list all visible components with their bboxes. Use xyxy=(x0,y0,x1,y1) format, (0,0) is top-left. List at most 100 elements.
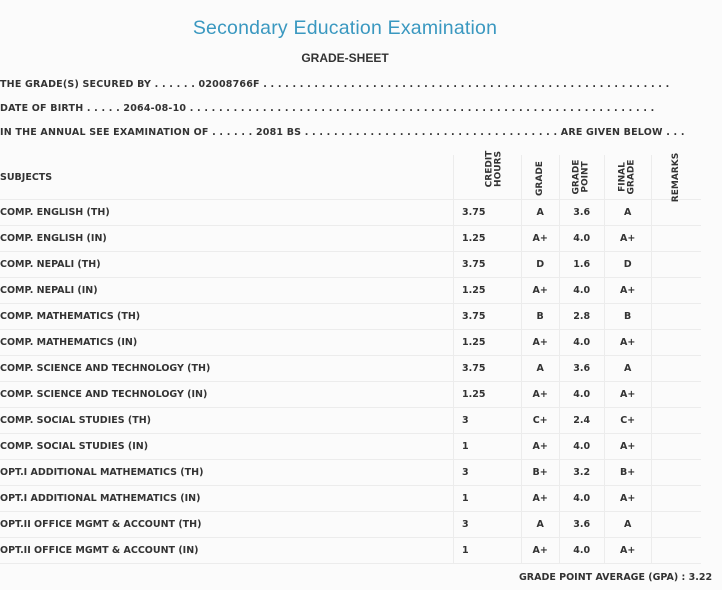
remarks-cell xyxy=(651,355,702,382)
credit-hours-value: 1.25 xyxy=(462,233,486,244)
grade-cell: A xyxy=(521,355,560,382)
table-row: COMP. ENGLISH (IN) 1.25 A+ 4.0 A+ xyxy=(0,225,702,252)
grade-sheet-heading: GRADE-SHEET xyxy=(301,51,389,65)
header-subjects: SUBJECTS xyxy=(0,155,454,200)
credit-hours-value: 3.75 xyxy=(462,311,486,322)
remarks-cell xyxy=(651,303,702,330)
header-remarks: REMARKS xyxy=(651,153,702,202)
credit-hours-value: 3 xyxy=(462,519,469,530)
table-row: OPT.I ADDITIONAL MATHEMATICS (IN) 1 A+ 4.0 A… xyxy=(0,485,702,512)
credit-hours-cell: 3 xyxy=(453,459,522,486)
credit-hours-value: 1 xyxy=(462,441,469,452)
remarks-cell xyxy=(651,459,702,486)
final-grade-cell: A+ xyxy=(604,537,652,564)
credit-hours-cell: 3.75 xyxy=(453,199,522,226)
grade-cell: A+ xyxy=(521,225,560,252)
remarks-cell xyxy=(651,225,702,252)
remarks-cell xyxy=(651,511,702,538)
credit-hours-value: 3 xyxy=(462,415,469,426)
grade-cell: A+ xyxy=(521,433,560,460)
grades-table-header: SUBJECTS CREDIT HOURS GRADE GRADE POINT … xyxy=(0,151,702,202)
exam-line: IN THE ANNUAL SEE EXAMINATION OF . . . .… xyxy=(0,127,685,138)
credit-hours-cell: 1.25 xyxy=(453,381,522,408)
grade-point-cell: 4.0 xyxy=(559,537,605,564)
final-grade-cell: A xyxy=(604,199,652,226)
credit-hours-value: 1 xyxy=(462,493,469,504)
grade-point-cell: 1.6 xyxy=(559,251,605,278)
grade-cell: A xyxy=(521,199,560,226)
credit-hours-cell: 3.75 xyxy=(453,303,522,330)
grade-cell: A+ xyxy=(521,277,560,304)
subject-cell: COMP. SOCIAL STUDIES (IN) xyxy=(0,433,454,460)
final-grade-cell: A xyxy=(604,511,652,538)
grade-point-cell: 4.0 xyxy=(559,433,605,460)
grade-point-cell: 4.0 xyxy=(559,381,605,408)
final-grade-cell: A+ xyxy=(604,433,652,460)
grade-point-cell: 4.0 xyxy=(559,329,605,356)
final-grade-cell: A+ xyxy=(604,381,652,408)
remarks-cell xyxy=(651,199,702,226)
subject-cell: COMP. NEPALI (IN) xyxy=(0,277,454,304)
table-row: COMP. SOCIAL STUDIES (IN) 1 A+ 4.0 A+ xyxy=(0,433,702,460)
final-grade-cell: B xyxy=(604,303,652,330)
header-grade-point: GRADE POINT xyxy=(559,155,605,200)
final-grade-cell: A+ xyxy=(604,485,652,512)
credit-hours-cell: 1 xyxy=(453,433,522,460)
subject-cell: OPT.I ADDITIONAL MATHEMATICS (TH) xyxy=(0,459,454,486)
credit-hours-cell: 1.25 xyxy=(453,329,522,356)
header-grade: GRADE xyxy=(521,155,560,200)
table-row: COMP. NEPALI (IN) 1.25 A+ 4.0 A+ xyxy=(0,277,702,304)
grade-point-cell: 2.4 xyxy=(559,407,605,434)
remarks-cell xyxy=(651,485,702,512)
credit-hours-cell: 1 xyxy=(453,537,522,564)
grade-point-cell: 3.2 xyxy=(559,459,605,486)
exam-title: Secondary Education Examination xyxy=(192,17,498,39)
final-grade-cell: A+ xyxy=(604,277,652,304)
final-grade-cell: A xyxy=(604,355,652,382)
remarks-cell xyxy=(651,381,702,408)
credit-hours-value: 3 xyxy=(462,467,469,478)
credit-hours-cell: 3 xyxy=(453,511,522,538)
grades-table: SUBJECTS CREDIT HOURS GRADE GRADE POINT … xyxy=(0,151,702,564)
table-row: COMP. MATHEMATICS (IN) 1.25 A+ 4.0 A+ xyxy=(0,329,702,356)
credit-hours-value: 3.75 xyxy=(462,207,486,218)
table-row: COMP. SCIENCE AND TECHNOLOGY (TH) 3.75 A 3.… xyxy=(0,355,702,382)
subject-cell: COMP. ENGLISH (IN) xyxy=(0,225,454,252)
subject-cell: COMP. SOCIAL STUDIES (TH) xyxy=(0,407,454,434)
table-row: COMP. SOCIAL STUDIES (TH) 3 C+ 2.4 C+ xyxy=(0,407,702,434)
grade-point-cell: 3.6 xyxy=(559,355,605,382)
credit-hours-value: 1.25 xyxy=(462,389,486,400)
remarks-cell xyxy=(651,537,702,564)
table-row: COMP. NEPALI (TH) 3.75 D 1.6 D xyxy=(0,251,702,278)
credit-hours-cell: 3 xyxy=(453,407,522,434)
subject-cell: OPT.II OFFICE MGMT & ACCOUNT (TH) xyxy=(0,511,454,538)
final-grade-cell: A+ xyxy=(604,225,652,252)
header-final-grade: FINAL GRADE xyxy=(604,155,652,200)
table-row: OPT.II OFFICE MGMT & ACCOUNT (TH) 3 A 3.6 A xyxy=(0,511,702,538)
subject-cell: COMP. SCIENCE AND TECHNOLOGY (IN) xyxy=(0,381,454,408)
grade-point-cell: 4.0 xyxy=(559,277,605,304)
credit-hours-value: 3.75 xyxy=(462,259,486,270)
credit-hours-value: 3.75 xyxy=(462,363,486,374)
subject-cell: OPT.II OFFICE MGMT & ACCOUNT (IN) xyxy=(0,537,454,564)
subject-cell: COMP. MATHEMATICS (TH) xyxy=(0,303,454,330)
table-row: COMP. MATHEMATICS (TH) 3.75 B 2.8 B xyxy=(0,303,702,330)
subject-cell: COMP. NEPALI (TH) xyxy=(0,251,454,278)
table-row: OPT.I ADDITIONAL MATHEMATICS (TH) 3 B+ 3.2 B… xyxy=(0,459,702,486)
final-grade-cell: B+ xyxy=(604,459,652,486)
final-grade-cell: A+ xyxy=(604,329,652,356)
grade-cell: A+ xyxy=(521,381,560,408)
table-row: COMP. SCIENCE AND TECHNOLOGY (IN) 1.25 A+ 4… xyxy=(0,381,702,408)
grade-point-cell: 2.8 xyxy=(559,303,605,330)
subject-cell: OPT.I ADDITIONAL MATHEMATICS (IN) xyxy=(0,485,454,512)
remarks-cell xyxy=(651,329,702,356)
subject-cell: COMP. SCIENCE AND TECHNOLOGY (TH) xyxy=(0,355,454,382)
grade-cell: A+ xyxy=(521,485,560,512)
credit-hours-cell: 1.25 xyxy=(453,277,522,304)
credit-hours-cell: 1.25 xyxy=(453,225,522,252)
credit-hours-value: 1.25 xyxy=(462,285,486,296)
grade-cell: A+ xyxy=(521,329,560,356)
final-grade-cell: C+ xyxy=(604,407,652,434)
remarks-cell xyxy=(651,433,702,460)
header-credit-hours: CREDIT HOURS xyxy=(453,151,522,200)
